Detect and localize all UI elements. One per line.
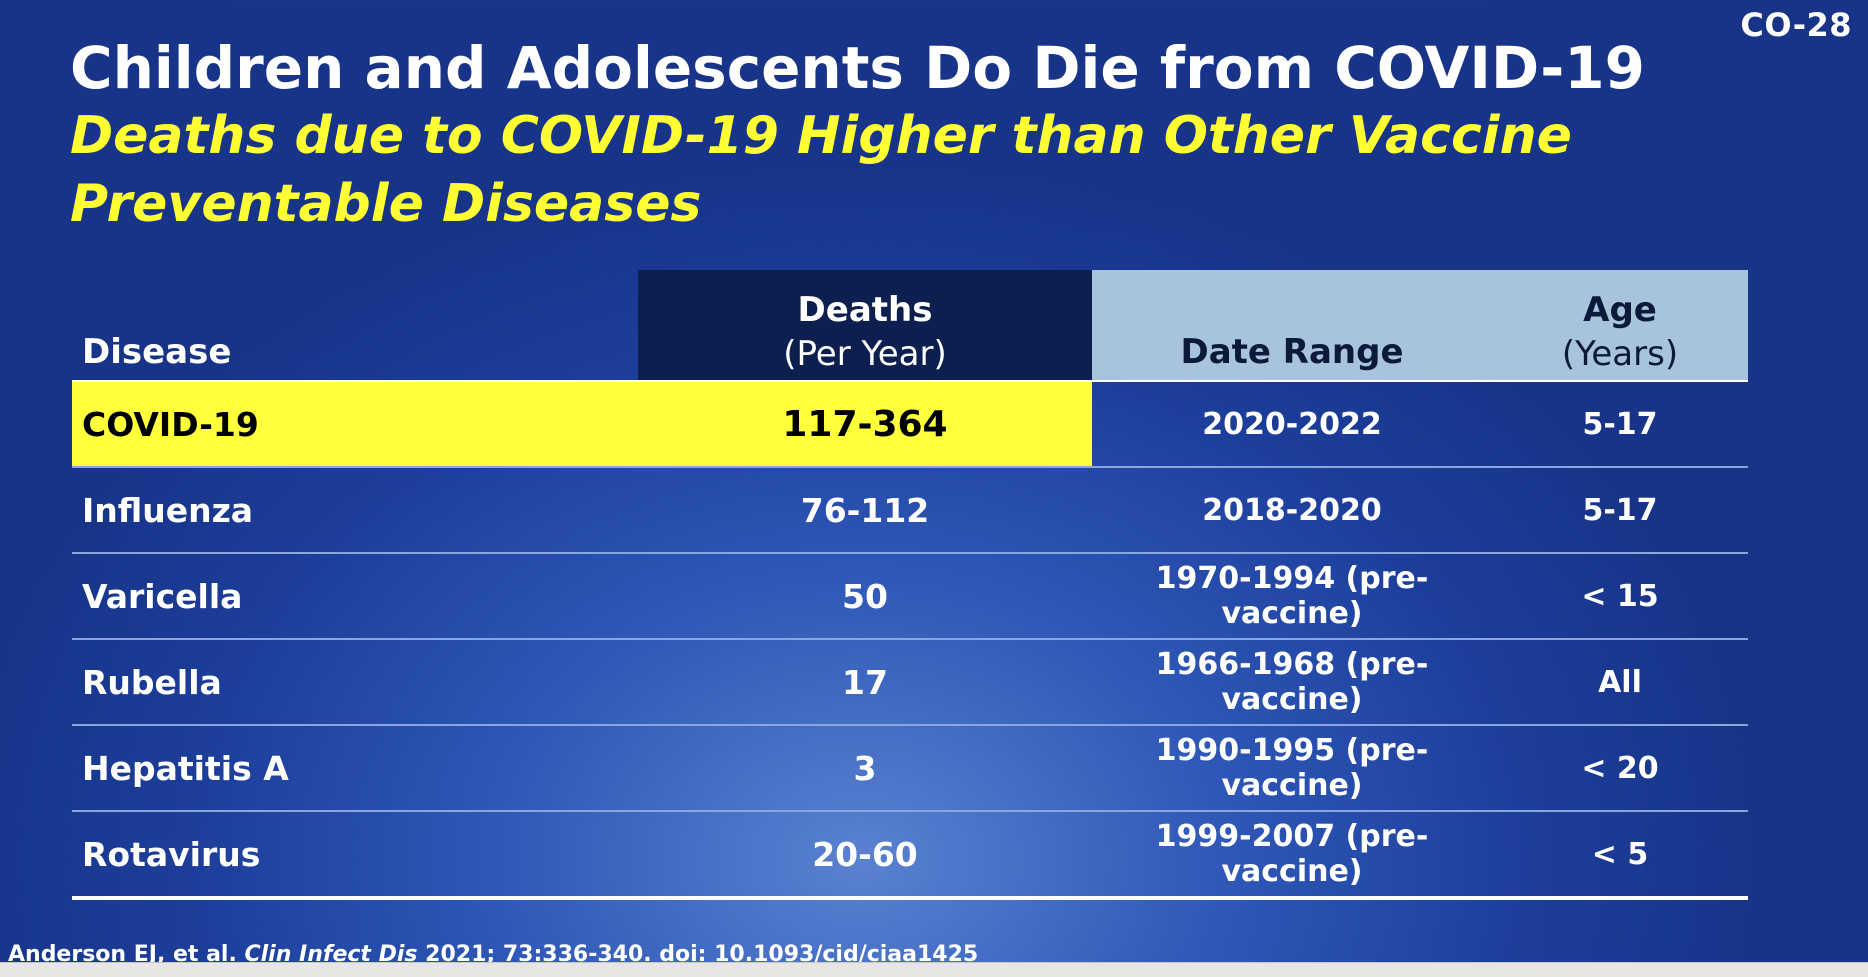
- cell-age: < 15: [1581, 578, 1659, 614]
- cell-deaths: 76-112: [800, 490, 930, 530]
- table-row-influenza: Influenza 76-112 2018-2020 5-17: [72, 466, 1748, 552]
- cell-age: < 5: [1591, 836, 1649, 872]
- header-age: Age (Years): [1492, 270, 1748, 380]
- header-date-range: Date Range: [1092, 270, 1492, 380]
- header-deaths: Deaths (Per Year): [638, 270, 1092, 380]
- cell-date-range: 1966-1968 (pre-vaccine): [1155, 647, 1429, 717]
- cell-age: All: [1598, 664, 1642, 700]
- cell-age: 5-17: [1582, 406, 1658, 442]
- cell-date-range: 1970-1994 (pre-vaccine): [1155, 561, 1429, 631]
- cell-disease: COVID-19: [72, 382, 638, 466]
- cell-deaths: 117-364: [638, 382, 1092, 466]
- cell-date-range: 2020-2022: [1202, 406, 1382, 442]
- table-header-row: Disease Deaths (Per Year) Date Range Age…: [72, 270, 1748, 380]
- slide-id: CO-28: [1740, 6, 1852, 44]
- slide-subtitle: Deaths due to COVID-19 Higher than Other…: [70, 106, 1572, 234]
- cell-date-range: 1999-2007 (pre-vaccine): [1155, 819, 1429, 889]
- cell-deaths: 50: [842, 576, 888, 616]
- cell-age: < 20: [1581, 750, 1659, 786]
- slide-title: Children and Adolescents Do Die from COV…: [70, 34, 1645, 102]
- table-row-varicella: Varicella 50 1970-1994 (pre-vaccine) < 1…: [72, 552, 1748, 638]
- table-row-rubella: Rubella 17 1966-1968 (pre-vaccine) All: [72, 638, 1748, 724]
- cell-disease: Hepatitis A: [82, 748, 289, 788]
- cell-deaths: 20-60: [812, 834, 918, 874]
- table-row-covid-19: COVID-19 117-364 2020-2022 5-17: [72, 380, 1748, 466]
- cell-disease: Rubella: [82, 662, 222, 702]
- cell-date-range: 2018-2020: [1202, 492, 1382, 528]
- cell-date-range: 1990-1995 (pre-vaccine): [1155, 733, 1429, 803]
- cell-deaths: 3: [853, 748, 877, 788]
- table-row-rotavirus: Rotavirus 20-60 1999-2007 (pre-vaccine) …: [72, 810, 1748, 900]
- cell-disease: Influenza: [82, 490, 254, 530]
- table-row-hepatitis-a: Hepatitis A 3 1990-1995 (pre-vaccine) < …: [72, 724, 1748, 810]
- header-disease: Disease: [82, 332, 232, 372]
- cell-deaths: 17: [842, 662, 888, 702]
- cell-age: 5-17: [1582, 492, 1658, 528]
- disease-table: Disease Deaths (Per Year) Date Range Age…: [72, 270, 1748, 900]
- cell-disease: Rotavirus: [82, 834, 261, 874]
- taskbar: [0, 962, 1868, 977]
- cell-disease: Varicella: [82, 576, 243, 616]
